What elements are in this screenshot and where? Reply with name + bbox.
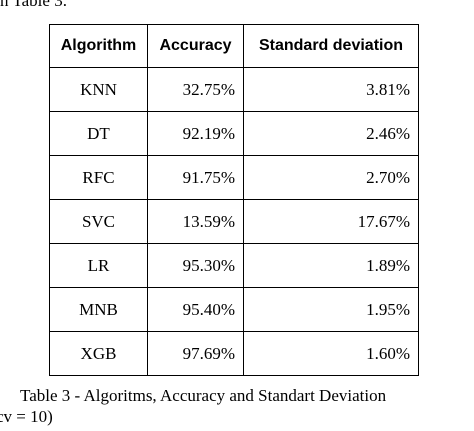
table-row: DT 92.19% 2.46%: [49, 111, 419, 156]
cell-standard-deviation: 3.81%: [243, 67, 419, 112]
header-standard-deviation: Standard deviation: [243, 24, 419, 68]
cell-accuracy: 97.69%: [147, 331, 244, 376]
cell-standard-deviation: 1.95%: [243, 287, 419, 332]
cell-accuracy: 32.75%: [147, 67, 244, 112]
cell-accuracy: 95.30%: [147, 243, 244, 288]
cell-standard-deviation: 2.70%: [243, 155, 419, 200]
results-table: Algorithm Accuracy Standard deviation KN…: [49, 24, 419, 376]
header-accuracy: Accuracy: [147, 24, 244, 68]
table-row: RFC 91.75% 2.70%: [49, 155, 419, 200]
table-row: XGB 97.69% 1.60%: [49, 331, 419, 376]
cell-standard-deviation: 1.89%: [243, 243, 419, 288]
table-caption: Table 3 - Algoritms, Accuracy and Standa…: [0, 385, 474, 427]
table-row: SVC 13.59% 17.67%: [49, 199, 419, 244]
table-row: LR 95.30% 1.89%: [49, 243, 419, 288]
cell-accuracy: 13.59%: [147, 199, 244, 244]
cell-algorithm: MNB: [49, 287, 148, 332]
cell-algorithm: RFC: [49, 155, 148, 200]
cell-algorithm: LR: [49, 243, 148, 288]
cell-algorithm: XGB: [49, 331, 148, 376]
cell-standard-deviation: 17.67%: [243, 199, 419, 244]
cell-accuracy: 92.19%: [147, 111, 244, 156]
cell-accuracy: 95.40%: [147, 287, 244, 332]
table-header-row: Algorithm Accuracy Standard deviation: [49, 24, 419, 68]
header-algorithm: Algorithm: [49, 24, 148, 68]
cell-standard-deviation: 2.46%: [243, 111, 419, 156]
table-row: KNN 32.75% 3.81%: [49, 67, 419, 112]
caption-line-1: Table 3 - Algoritms, Accuracy and Standa…: [20, 386, 387, 405]
cell-standard-deviation: 1.60%: [243, 331, 419, 376]
table-row: MNB 95.40% 1.95%: [49, 287, 419, 332]
cell-algorithm: SVC: [49, 199, 148, 244]
cell-accuracy: 91.75%: [147, 155, 244, 200]
caption-line-2: cv = 10): [0, 407, 53, 426]
cell-algorithm: KNN: [49, 67, 148, 112]
preceding-text-fragment: n Table 3.: [0, 0, 67, 10]
cell-algorithm: DT: [49, 111, 148, 156]
